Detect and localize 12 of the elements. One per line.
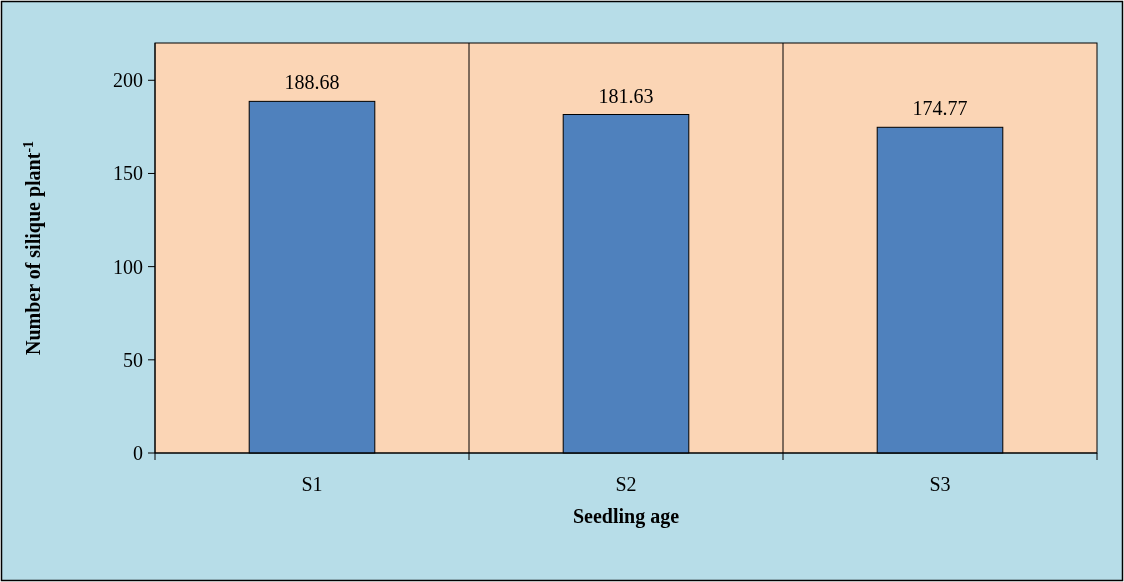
data-label: 188.68 bbox=[284, 71, 340, 94]
x-axis-title: Seedling age bbox=[572, 505, 680, 528]
x-tick-label: S2 bbox=[615, 473, 637, 495]
data-label: 181.63 bbox=[598, 84, 654, 107]
y-tick-label: 100 bbox=[113, 255, 143, 278]
y-tick-label: 200 bbox=[113, 69, 143, 92]
y-tick-label: 0 bbox=[133, 442, 143, 464]
y-tick-label: 50 bbox=[123, 348, 143, 371]
x-tick-label: S3 bbox=[929, 473, 951, 495]
y-tick-label: 150 bbox=[113, 162, 143, 185]
data-label: 174.77 bbox=[912, 97, 968, 120]
x-tick-label: S1 bbox=[301, 473, 323, 495]
